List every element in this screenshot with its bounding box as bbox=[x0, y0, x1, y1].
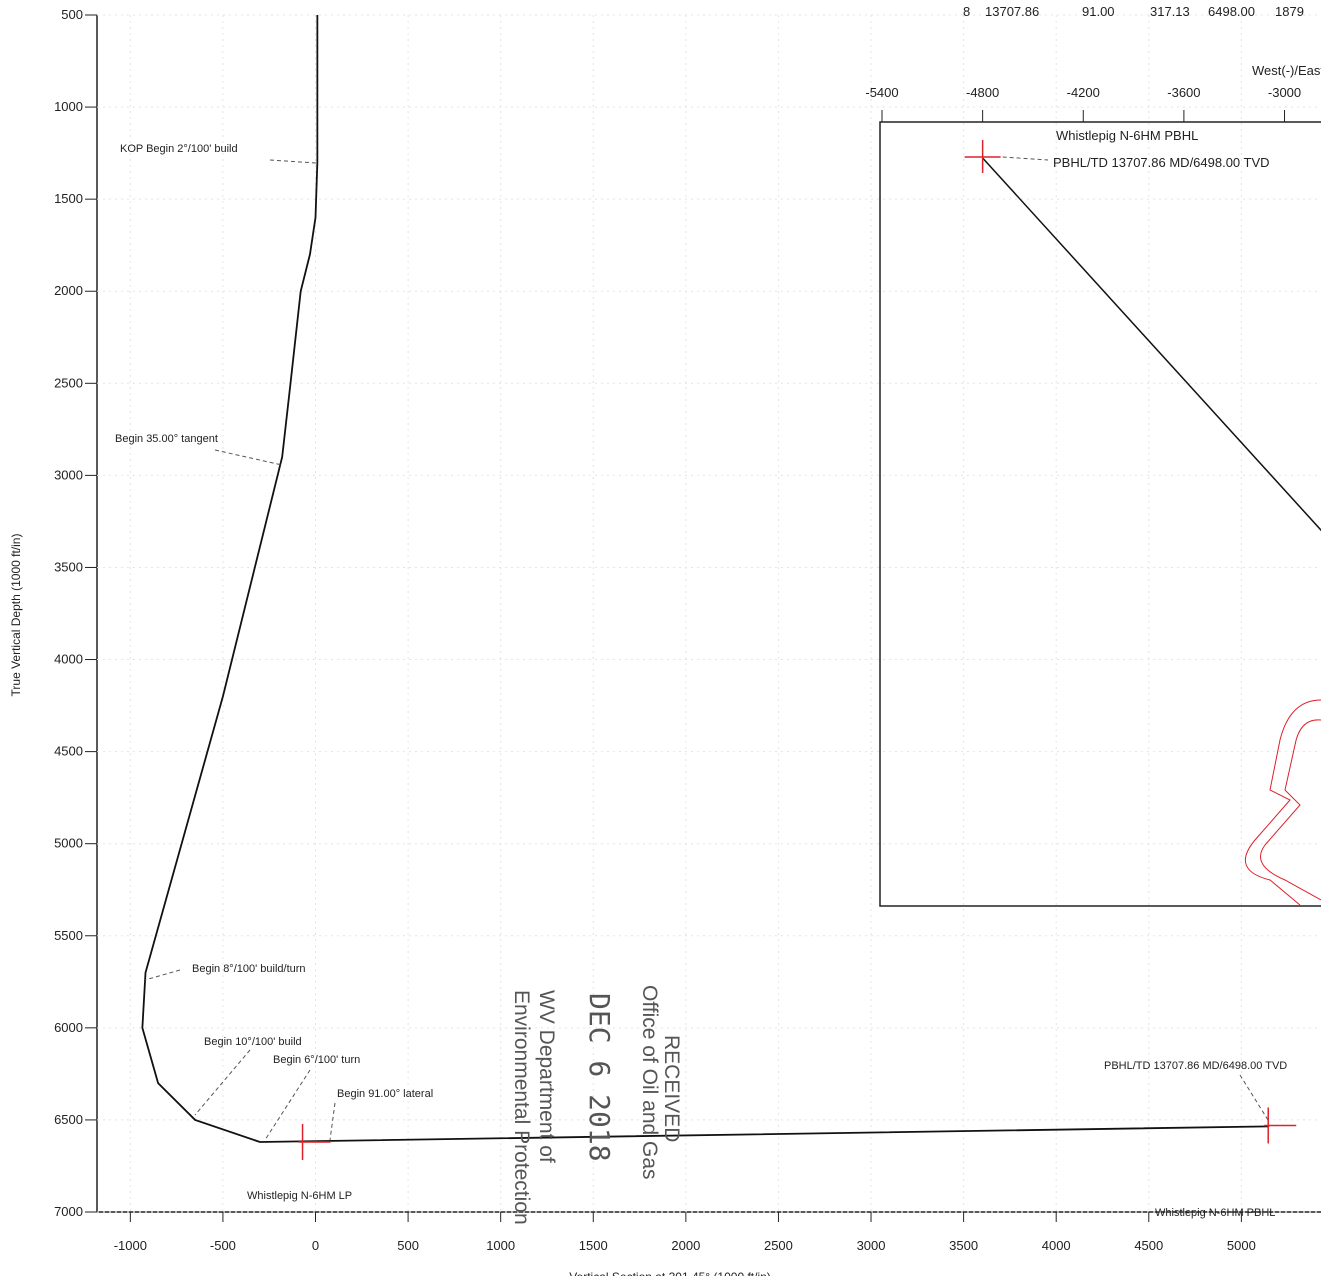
y-tick-label: 6000 bbox=[54, 1020, 83, 1035]
annotation: Begin 35.00° tangent bbox=[115, 433, 218, 445]
table-cell: 8 bbox=[963, 4, 970, 19]
x-tick-label: 2000 bbox=[671, 1238, 700, 1253]
inset-x-tick-label: -4800 bbox=[966, 85, 999, 100]
table-cell: 317.13 bbox=[1150, 4, 1190, 19]
annotation: KOP Begin 2°/100' build bbox=[120, 143, 238, 155]
table-cell: 91.00 bbox=[1082, 4, 1115, 19]
lease-outline bbox=[1260, 719, 1321, 901]
stamp-text: Environmental Protection bbox=[510, 990, 533, 1225]
leader-line bbox=[144, 969, 181, 981]
annotation: Whistlepig N-6HM LP bbox=[247, 1190, 352, 1202]
y-tick-label: 5500 bbox=[54, 928, 83, 943]
stamp-text: DEC 6 2018 bbox=[583, 993, 616, 1162]
x-tick-label: 3500 bbox=[949, 1238, 978, 1253]
x-tick-label: 1500 bbox=[579, 1238, 608, 1253]
annotation: Begin 91.00° lateral bbox=[337, 1088, 433, 1100]
x-tick-label: 500 bbox=[397, 1238, 419, 1253]
x-tick-label: 4500 bbox=[1134, 1238, 1163, 1253]
y-tick-label: 5000 bbox=[54, 836, 83, 851]
inset-x-tick-label: -3000 bbox=[1268, 85, 1301, 100]
x-axis-label: Vertical Section at 301.45° (1000 ft/in) bbox=[569, 1270, 771, 1276]
y-tick-label: 4500 bbox=[54, 744, 83, 759]
y-tick-label: 7000 bbox=[54, 1204, 83, 1219]
lease-outline bbox=[1245, 699, 1321, 906]
inset-target-label: Whistlepig N-6HM PBHL bbox=[1056, 128, 1198, 143]
y-tick-label: 2000 bbox=[54, 283, 83, 298]
annotation: Begin 10°/100' build bbox=[204, 1036, 302, 1048]
y-axis-label: True Vertical Depth (1000 ft/in) bbox=[9, 534, 23, 697]
well-path bbox=[141, 15, 1270, 1143]
annotation: Begin 8°/100' build/turn bbox=[192, 963, 306, 975]
y-tick-label: 2500 bbox=[54, 375, 83, 390]
leader-line bbox=[214, 449, 283, 466]
table-cell: 1879 bbox=[1275, 4, 1304, 19]
inset-x-label: West(-)/East(+) bbox=[1252, 63, 1321, 78]
inset-x-tick-label: -3600 bbox=[1167, 85, 1200, 100]
inset-x-tick-label: -5400 bbox=[865, 85, 898, 100]
annotation: Begin 6°/100' turn bbox=[273, 1054, 360, 1066]
stamp-text: WV Department of bbox=[535, 990, 558, 1163]
leader-line bbox=[269, 159, 317, 164]
stamp-text: RECEIVED bbox=[660, 1035, 683, 1142]
x-tick-label: 4000 bbox=[1042, 1238, 1071, 1253]
inset-pbhl-label: PBHL/TD 13707.86 MD/6498.00 TVD bbox=[1053, 155, 1270, 170]
target-marker bbox=[298, 1124, 331, 1161]
table-cell: 13707.86 bbox=[985, 4, 1039, 19]
y-tick-label: 500 bbox=[61, 7, 83, 22]
x-tick-label: 0 bbox=[312, 1238, 319, 1253]
leader-line bbox=[1239, 1074, 1269, 1121]
y-tick-label: 3500 bbox=[54, 559, 83, 574]
target-marker bbox=[1264, 1107, 1297, 1144]
x-tick-label: -1000 bbox=[114, 1238, 147, 1253]
inset-frame bbox=[879, 121, 1321, 907]
annotation: Whistlepig N-6HM PBHL bbox=[1155, 1207, 1275, 1219]
y-tick-label: 1500 bbox=[54, 191, 83, 206]
leader-line bbox=[329, 1102, 336, 1141]
x-tick-label: 5000 bbox=[1227, 1238, 1256, 1253]
inset-x-tick-label: -4200 bbox=[1067, 85, 1100, 100]
annotation: PBHL/TD 13707.86 MD/6498.00 TVD bbox=[1104, 1060, 1287, 1072]
leader-line bbox=[1002, 156, 1049, 161]
y-tick-label: 4000 bbox=[54, 652, 83, 667]
table-cell: 6498.00 bbox=[1208, 4, 1255, 19]
y-tick-label: 6500 bbox=[54, 1112, 83, 1127]
y-tick-label: 3000 bbox=[54, 467, 83, 482]
x-tick-label: 2500 bbox=[764, 1238, 793, 1253]
inset-path bbox=[982, 157, 1321, 532]
y-tick-label: 1000 bbox=[54, 99, 83, 114]
x-tick-label: -500 bbox=[210, 1238, 236, 1253]
stamp-text: Office of Oil and Gas bbox=[638, 985, 661, 1180]
x-tick-label: 3000 bbox=[857, 1238, 886, 1253]
inset-box bbox=[879, 121, 1321, 907]
leader-line bbox=[194, 1049, 251, 1116]
x-tick-label: 1000 bbox=[486, 1238, 515, 1253]
